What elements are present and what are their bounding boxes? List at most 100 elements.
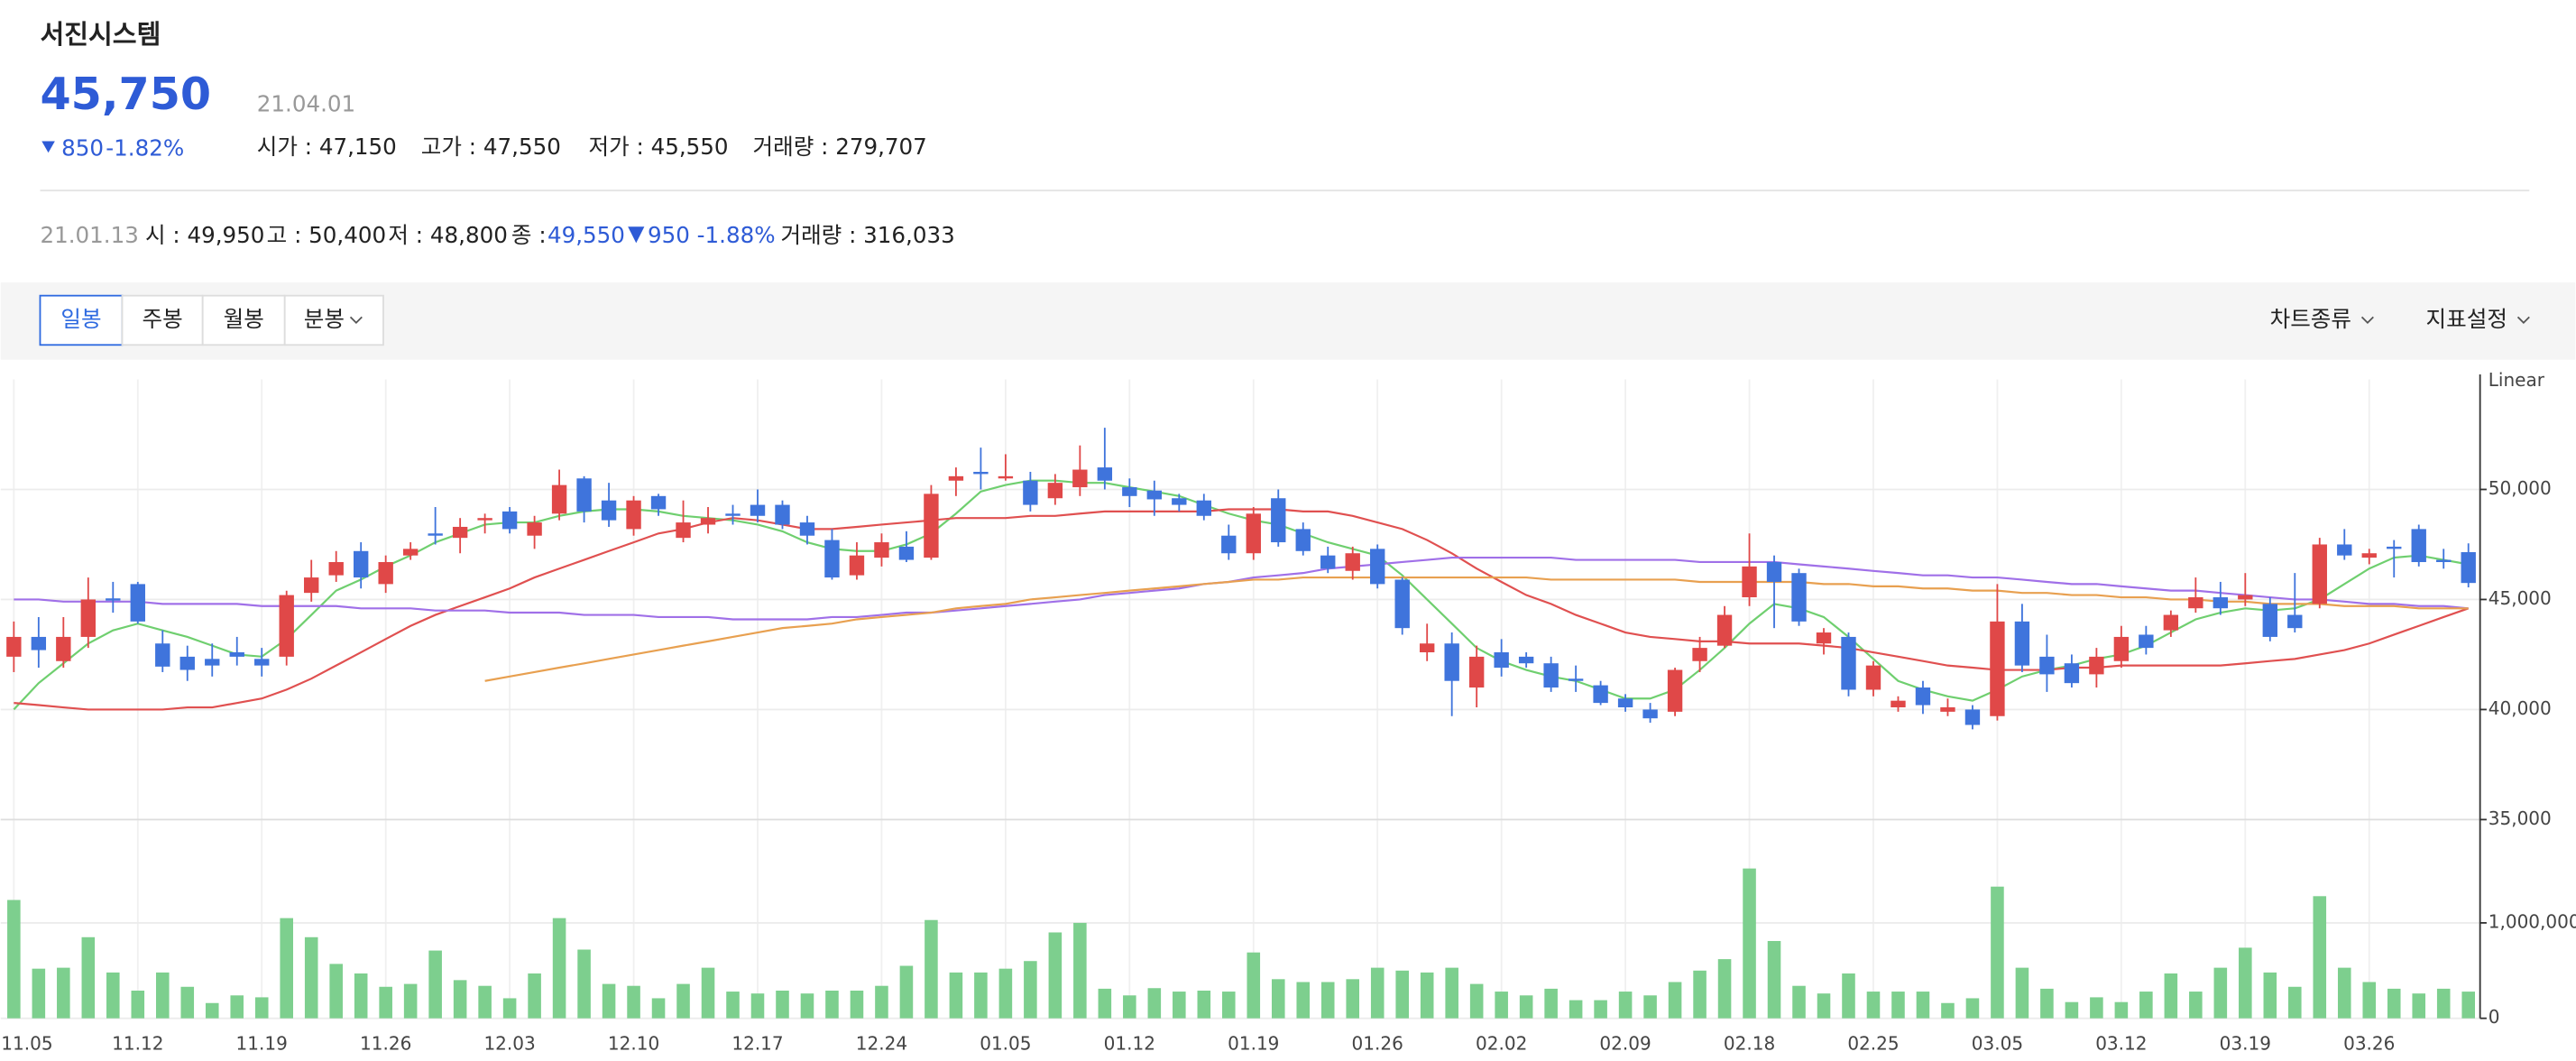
x-tick-label: 03.05 <box>1972 1032 2023 1054</box>
candle-body <box>2361 553 2377 558</box>
candle-body <box>1716 614 1733 646</box>
volume-bar <box>1346 979 1360 1019</box>
volume-bar <box>1743 868 1756 1019</box>
crosshair-stat: 저 : 48,800 <box>388 222 507 248</box>
volume-bar <box>131 990 145 1019</box>
volume-bar <box>1792 985 1806 1019</box>
candle-body <box>205 659 220 666</box>
volume-bar <box>2065 1001 2079 1019</box>
volume-bar <box>2189 992 2203 1019</box>
toolbar <box>0 282 2576 360</box>
candle-body <box>1915 687 1931 706</box>
candle-body <box>898 546 915 560</box>
volume-bar <box>1693 970 1707 1019</box>
volume-bar <box>2436 988 2451 1019</box>
candle-body <box>973 471 989 475</box>
candle-body <box>1543 663 1559 688</box>
volume-bar <box>1445 967 1458 1019</box>
volume-bar <box>478 985 492 1019</box>
candle-body <box>2262 604 2277 637</box>
candle-body <box>1468 656 1485 688</box>
candle-body <box>2064 663 2080 684</box>
candle-body <box>2387 546 2402 549</box>
volume-bar <box>2040 988 2054 1019</box>
volume-bar <box>2139 992 2153 1019</box>
volume-bar <box>1569 1000 1583 1019</box>
candle-body <box>824 540 840 578</box>
period-label[interactable]: 일봉 <box>60 306 101 332</box>
candle-body <box>452 526 468 539</box>
crosshair-stat: 시 : 49,950 <box>145 222 264 248</box>
x-tick-label: 12.03 <box>483 1032 535 1054</box>
volume-bar <box>776 990 789 1019</box>
candle-body <box>1271 498 1286 543</box>
candle-body <box>1122 487 1137 496</box>
volume-bar <box>2412 993 2426 1019</box>
period-button[interactable] <box>121 294 204 346</box>
chevron <box>349 316 363 325</box>
candle-body <box>501 511 518 530</box>
volume-bar <box>403 983 418 1019</box>
candle-body <box>179 656 195 670</box>
volume-bar <box>1420 972 1434 1019</box>
volume-bar <box>329 964 343 1019</box>
candle-body <box>1964 709 1981 725</box>
price: 45,750 <box>40 68 211 120</box>
stat: 저가 : 45,550 <box>588 134 728 160</box>
volume-bar <box>552 918 566 1019</box>
volume-bar <box>1842 973 1855 1019</box>
volume-bar <box>1073 922 1087 1019</box>
volume-bar <box>627 985 640 1019</box>
candle-body <box>279 595 294 657</box>
period-label[interactable]: 분봉 <box>304 306 345 332</box>
volume-bar <box>1222 992 1236 1019</box>
x-tick-label: 11.05 <box>1 1032 52 1054</box>
candle-body <box>2089 656 2104 675</box>
period-label[interactable]: 주봉 <box>142 306 182 332</box>
candle-body <box>2238 595 2253 600</box>
candle-body <box>2213 597 2229 609</box>
candle-body <box>874 542 889 558</box>
candle-body <box>1642 709 1658 719</box>
period-label[interactable]: 월봉 <box>224 306 264 332</box>
volume-bar <box>2015 967 2029 1019</box>
volume-bar <box>205 1002 219 1019</box>
candle-body <box>1295 529 1311 551</box>
volume-bar <box>2362 982 2377 1019</box>
volume-bar <box>800 993 814 1019</box>
volume-bar <box>2461 992 2475 1019</box>
volume-bar <box>354 973 368 1019</box>
stat: 고가 : 47,550 <box>421 134 561 160</box>
candle-body <box>799 522 815 536</box>
candle-body <box>1419 643 1435 653</box>
candle-body <box>650 495 667 510</box>
crosshair-change: 950 <box>648 222 690 248</box>
volume-bar <box>230 995 244 1019</box>
candle-body <box>601 500 617 521</box>
menu-label[interactable]: 차트종류 <box>2270 306 2351 332</box>
volume-bar <box>1247 952 1261 1019</box>
moving-average <box>14 508 2470 711</box>
candle-body <box>1742 566 1757 598</box>
x-tick-label: 02.09 <box>1599 1032 1651 1054</box>
period-button[interactable] <box>283 294 384 346</box>
volume-bar <box>1395 970 1409 1019</box>
candle-body <box>1568 678 1584 681</box>
volume-bar <box>1271 979 1285 1019</box>
volume-bar <box>899 965 914 1019</box>
candle-body <box>1494 652 1509 669</box>
x-tick-label: 12.17 <box>731 1032 783 1054</box>
volume-bar <box>528 973 541 1019</box>
period-button[interactable] <box>201 294 286 346</box>
x-tick-label: 11.19 <box>236 1032 288 1054</box>
date: 21.04.01 <box>257 91 355 117</box>
change-pct: -1.82% <box>106 135 184 161</box>
menu-label[interactable]: 지표설정 <box>2426 306 2507 332</box>
candle-body <box>527 522 542 536</box>
candle-body <box>2411 529 2426 562</box>
candle-body <box>155 643 170 667</box>
candle-body <box>1097 467 1113 481</box>
crosshair-close-label: 종 : <box>511 222 547 248</box>
volume-bar <box>2313 896 2327 1019</box>
